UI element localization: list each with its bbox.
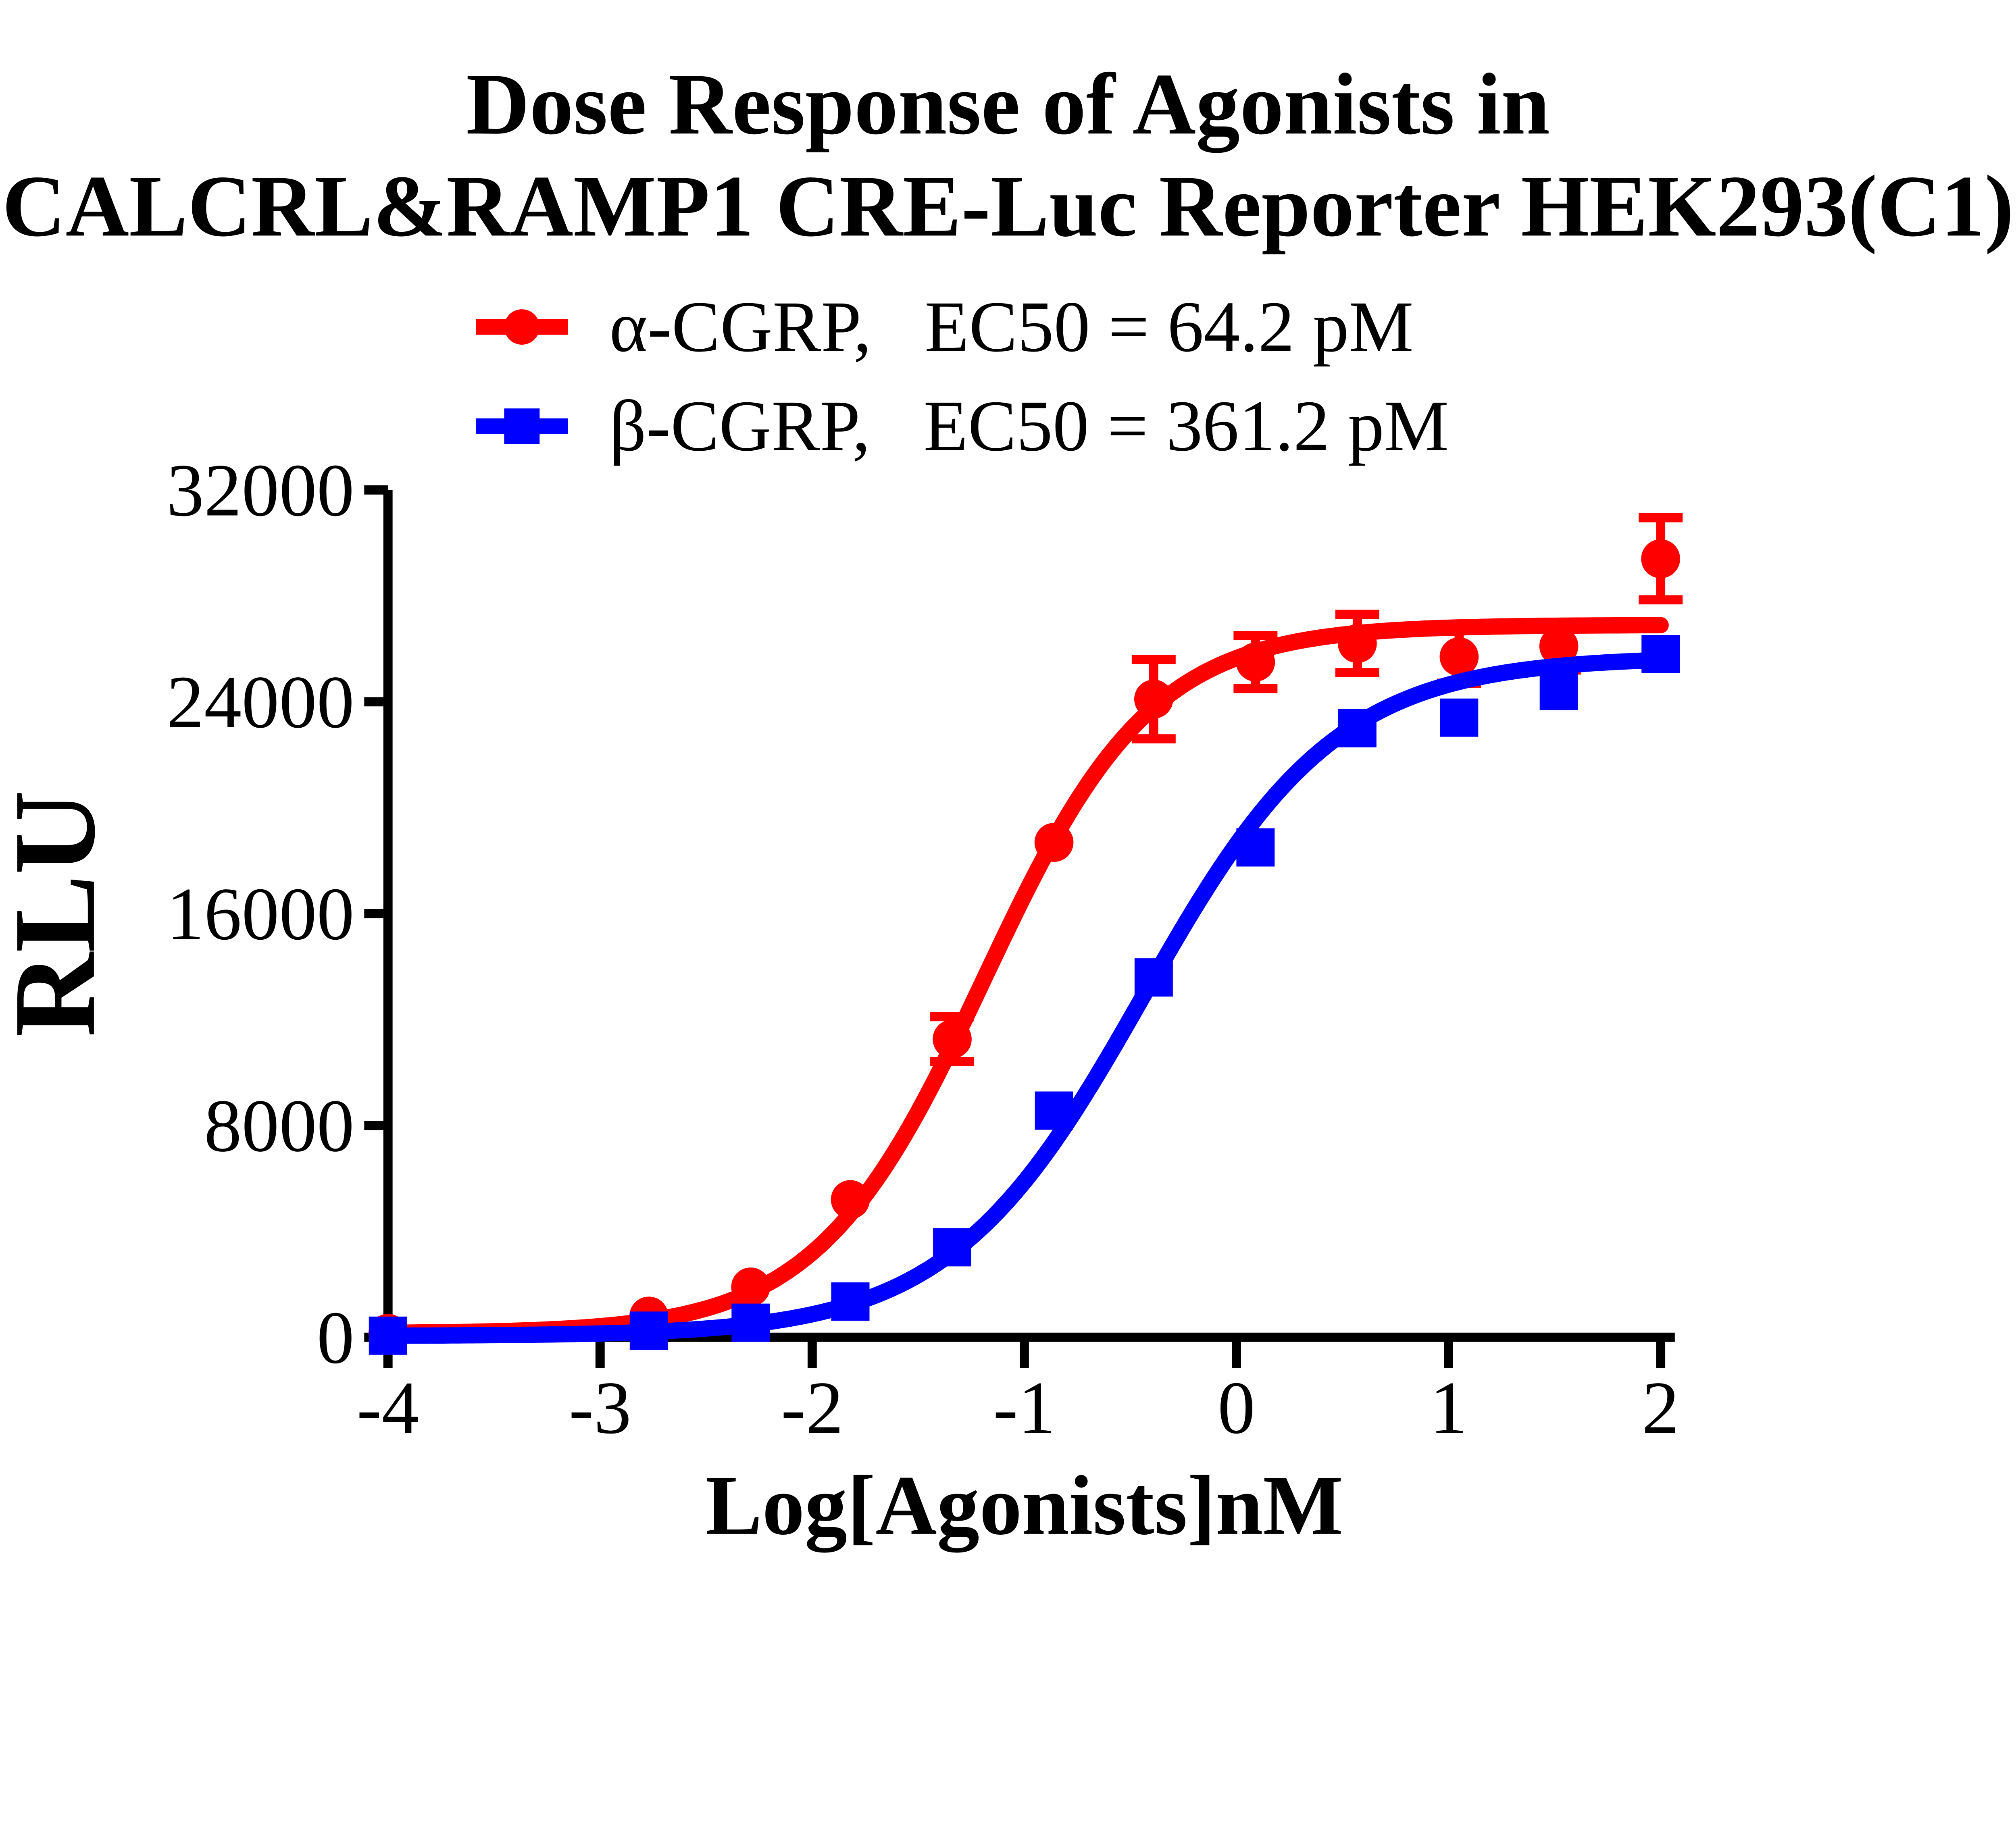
beta-cgrp-name: β-CGRP, [609, 385, 871, 466]
x-tick-label: 1 [1430, 1366, 1467, 1449]
y-tick-label: 8000 [204, 1084, 354, 1167]
y-tick-label: 16000 [167, 873, 354, 956]
x-tick-label: -3 [569, 1366, 631, 1449]
alpha-cgrp-data-point [731, 1267, 771, 1307]
beta-cgrp-data-point [1440, 698, 1479, 737]
y-tick-label: 0 [317, 1296, 354, 1379]
legend-item-beta-cgrp: β-CGRP, EC50 = 361.2 pM [476, 387, 1449, 465]
x-axis-title: Log[Agonists]nM [706, 1458, 1343, 1552]
y-tick-label: 24000 [167, 661, 354, 744]
x-tick-label: 0 [1218, 1366, 1255, 1449]
alpha-cgrp-data-point [831, 1180, 870, 1219]
beta-cgrp-data-point [1236, 828, 1275, 867]
alpha-cgrp-data-point [1539, 626, 1579, 666]
beta-cgrp-fit-curve [380, 651, 1669, 1344]
alpha-cgrp-name: α-CGRP, [609, 286, 872, 367]
beta-cgrp-data-point [629, 1311, 668, 1350]
beta-cgrp-data-point [731, 1303, 770, 1342]
beta-cgrp-data-point [1641, 635, 1680, 673]
beta-cgrp-data-point [369, 1316, 407, 1355]
beta-cgrp-data-point [1035, 1091, 1073, 1130]
beta-cgrp-data-point [1539, 672, 1578, 710]
y-axis-title: RLU [0, 790, 119, 1037]
x-tick-label: -2 [781, 1366, 843, 1449]
beta-cgrp-data-point [933, 1228, 972, 1267]
legend-item-alpha-cgrp: α-CGRP, EC50 = 64.2 pM [476, 288, 1414, 366]
alpha-cgrp-data-point [1236, 642, 1275, 682]
beta-cgrp-square-icon [504, 408, 540, 444]
y-tick-label: 32000 [167, 449, 354, 532]
chart-title: Dose Response of Agonists in CALCRL&RAMP… [0, 53, 2016, 257]
chart-title-line2: CALCRL&RAMP1 CRE-Luc Reporter HEK293(C1) [2, 157, 2014, 255]
alpha-cgrp-ec50: EC50 = 64.2 pM [925, 286, 1414, 367]
alpha-cgrp-data-point [1134, 679, 1173, 719]
chart-title-line1: Dose Response of Agonists in [466, 55, 1550, 153]
beta-cgrp-legend-label: β-CGRP, EC50 = 361.2 pM [609, 387, 1449, 465]
alpha-cgrp-circle-icon [504, 309, 540, 345]
alpha-cgrp-data-point [1439, 637, 1479, 676]
beta-cgrp-data-point [1338, 709, 1377, 747]
x-tick-label: -4 [357, 1366, 419, 1449]
alpha-cgrp-legend-label: α-CGRP, EC50 = 64.2 pM [609, 288, 1413, 366]
alpha-cgrp-legend-marker [476, 288, 568, 366]
beta-cgrp-data-point [831, 1282, 870, 1321]
alpha-cgrp-data-point [1641, 539, 1680, 578]
beta-cgrp-ec50: EC50 = 361.2 pM [923, 385, 1449, 466]
beta-cgrp-legend-marker [476, 387, 568, 465]
x-tick-label: 2 [1642, 1366, 1679, 1449]
dose-response-figure: Dose Response of Agonists in CALCRL&RAMP… [0, 53, 2016, 1552]
alpha-cgrp-data-point [1034, 823, 1074, 862]
beta-cgrp-data-point [1134, 958, 1173, 997]
plot-area: 0 8000 16000 24000 32000 -4 -3 -2 -1 0 1 2 RLU Log[Ag… [0, 449, 1683, 1552]
alpha-cgrp-data-point [1338, 624, 1377, 663]
alpha-cgrp-data-point [933, 1020, 972, 1059]
x-tick-label: -1 [993, 1366, 1056, 1449]
